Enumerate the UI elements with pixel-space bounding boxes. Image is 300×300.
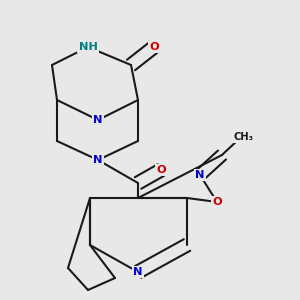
Text: N: N — [93, 155, 103, 165]
Text: O: O — [156, 165, 166, 175]
Text: CH₃: CH₃ — [234, 132, 254, 142]
Text: NH: NH — [79, 42, 98, 52]
Text: N: N — [133, 267, 143, 277]
Text: O: O — [212, 197, 222, 207]
Text: N: N — [195, 170, 205, 180]
Text: N: N — [93, 115, 103, 125]
Text: O: O — [149, 42, 159, 52]
